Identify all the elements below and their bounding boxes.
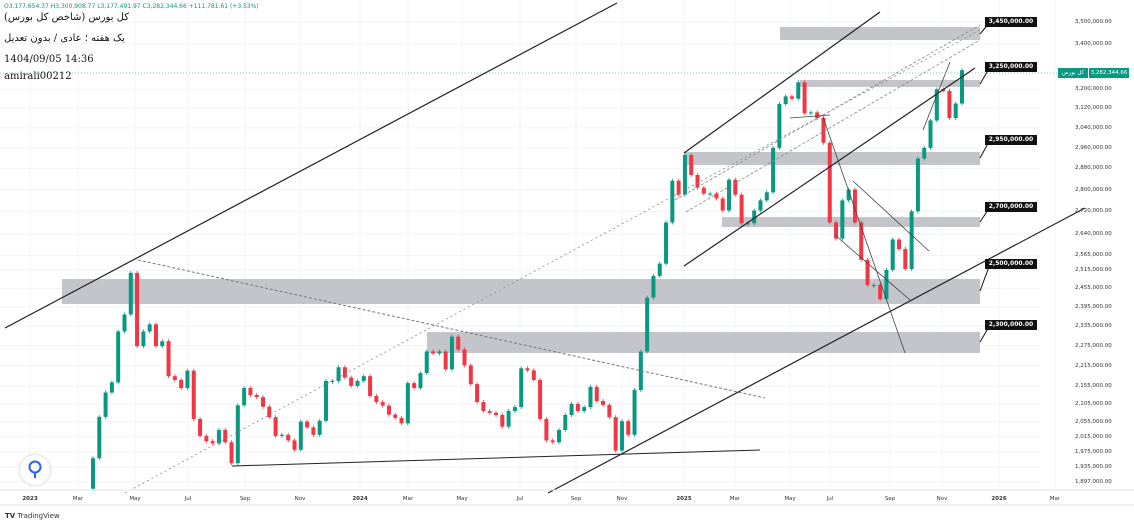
- zones: [62, 27, 980, 353]
- y-tick-label: 2,055,000.00: [1075, 418, 1112, 425]
- y-tick-label: 3,400,000.00: [1075, 40, 1112, 47]
- x-tick-label: Nov: [616, 496, 628, 502]
- y-tick-label: 3,500,000.00: [1075, 19, 1112, 25]
- x-tick-label: Sep: [239, 496, 251, 502]
- level-label[interactable]: 2,700,000.00: [985, 202, 1037, 212]
- channel-upper-line[interactable]: [683, 11, 881, 154]
- y-tick-label: 2,105,000.00: [1075, 400, 1112, 407]
- zone-2300000: [427, 332, 980, 353]
- dotted-trendline[interactable]: [124, 29, 981, 494]
- grid: [0, 0, 1056, 490]
- y-tick-label: 2,565,000.00: [1075, 252, 1112, 259]
- x-tick-label: May: [456, 496, 468, 502]
- x-tick-label: Mar: [72, 496, 84, 502]
- y-tick-label: 2,215,000.00: [1075, 362, 1112, 369]
- y-tick-label: 2,155,000.00: [1075, 383, 1112, 390]
- x-tick-label: Sep: [570, 496, 582, 502]
- y-tick-label: 2,800,000.00: [1075, 186, 1112, 193]
- y-tick-label: 3,040,000.00: [1075, 124, 1112, 131]
- fall-line-a[interactable]: [822, 116, 906, 354]
- x-tick-label: Mar: [402, 496, 414, 502]
- x-tick-label: Jul: [184, 496, 192, 502]
- author-name: amirali00212: [4, 71, 72, 82]
- peak-line[interactable]: [789, 114, 831, 119]
- symbol-title: کل بورس (شاخص کل بورس): [4, 12, 130, 23]
- y-tick-label: 1,897,000.00: [1075, 478, 1112, 485]
- tradingview-logo-button[interactable]: [20, 455, 50, 485]
- y-tick-label: 2,880,000.00: [1075, 165, 1112, 172]
- y-tick-label: 2,455,000.00: [1075, 285, 1112, 292]
- x-tick-label: Nov: [294, 496, 306, 502]
- level-label[interactable]: 2,300,000.00: [985, 320, 1037, 330]
- y-tick-label: 2,275,000.00: [1075, 342, 1112, 349]
- x-tick-label: Nov: [936, 496, 948, 502]
- candles: [91, 68, 964, 491]
- channel-bottom-line[interactable]: [547, 207, 1086, 494]
- x-tick-label: Mar: [1049, 496, 1061, 502]
- brand-name: TradingView: [17, 512, 60, 520]
- x-tick-label: May: [784, 496, 796, 502]
- descending-trendline[interactable]: [137, 259, 766, 399]
- x-tick-label: 2024: [352, 496, 368, 502]
- support-line[interactable]: [231, 449, 761, 467]
- fall-line-c[interactable]: [834, 234, 911, 301]
- rise-line[interactable]: [922, 61, 951, 131]
- y-tick-label: 1,975,000.00: [1075, 448, 1112, 455]
- x-tick-label: May: [129, 496, 141, 502]
- x-tick-label: Mar: [729, 496, 741, 502]
- y-tick-label: 2,395,000.00: [1075, 303, 1112, 310]
- zone-2950000: [685, 152, 980, 165]
- ohlc-readout: O3,177,654.37 H3,300,908.77 L3,177,491.9…: [4, 3, 259, 10]
- channel-top-line[interactable]: [4, 2, 618, 329]
- dashed-line-a[interactable]: [674, 24, 981, 201]
- y-tick-label: 2,640,000.00: [1075, 230, 1112, 237]
- y-tick-label: 2,960,000.00: [1075, 144, 1112, 151]
- y-tick-label: 2,015,000.00: [1075, 433, 1112, 440]
- y-tick-label: 2,515,000.00: [1075, 267, 1112, 274]
- y-tick-label: 3,120,000.00: [1075, 105, 1112, 112]
- channel-middle-line[interactable]: [683, 67, 976, 267]
- dashed-line-b[interactable]: [685, 39, 981, 213]
- x-tick-label: Jul: [826, 496, 834, 502]
- level-label[interactable]: 3,250,000.00: [985, 62, 1037, 72]
- trendlines: [0, 2, 1086, 494]
- zone-3250000: [800, 80, 980, 87]
- y-tick-label: 1,935,000.00: [1075, 464, 1112, 471]
- fall-line-b[interactable]: [852, 180, 930, 252]
- level-label[interactable]: 2,500,000.00: [985, 259, 1037, 269]
- y-tick-label: 3,200,000.00: [1075, 86, 1112, 93]
- lightbulb-icon: [28, 460, 42, 478]
- y-tick-label: 2,335,000.00: [1075, 322, 1112, 329]
- last-price-tag: 3,282,344.66: [1089, 68, 1129, 78]
- x-tick-label: 2026: [991, 496, 1007, 502]
- symbol-price-tag: کل بورس: [1058, 68, 1088, 78]
- chart-datetime: 1404/09/05 14:36: [4, 54, 94, 65]
- tradingview-brand: TV TradingView: [5, 512, 60, 520]
- zone-2700000: [722, 217, 980, 227]
- tv-logo-icon: TV: [5, 512, 16, 520]
- x-tick-label: 2025: [676, 496, 692, 502]
- level-label[interactable]: 2,950,000.00: [985, 135, 1037, 145]
- chart-settings: یک هفته ؛ عادی / بدون تعدیل: [4, 33, 125, 44]
- level-label[interactable]: 3,450,000.00: [985, 17, 1037, 27]
- x-tick-label: 2023: [22, 496, 38, 502]
- zone-3450000: [780, 27, 980, 40]
- x-tick-label: Sep: [884, 496, 896, 502]
- x-tick-label: Jul: [516, 496, 524, 502]
- zone-2500000: [62, 279, 980, 304]
- y-tick-label: 2,720,000.00: [1075, 208, 1112, 215]
